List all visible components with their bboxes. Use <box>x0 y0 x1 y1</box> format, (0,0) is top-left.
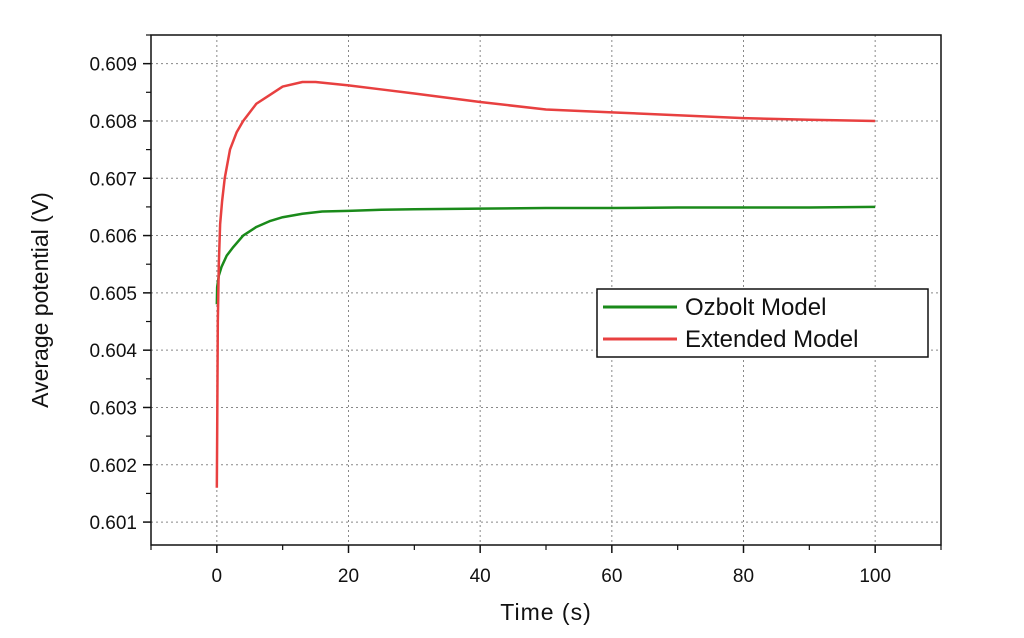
x-tick-label: 80 <box>733 566 754 587</box>
y-tick-label: 0.603 <box>89 398 137 419</box>
y-axis-title: Average potential (V) <box>27 192 53 408</box>
y-tick-label: 0.609 <box>89 55 137 76</box>
x-axis-title: Time (s) <box>500 599 591 625</box>
y-tick-label: 0.607 <box>89 169 137 190</box>
legend-box <box>596 288 929 358</box>
axes: 0 20 40 60 80 100 0.601 0.602 0.603 0.604 0.605 0.6… <box>89 34 942 587</box>
series-line-ozbolt-model <box>215 205 876 305</box>
legend-label-ozbolt-model: Ozbolt Model <box>685 294 826 321</box>
y-tick-label: 0.608 <box>89 112 137 133</box>
y-tick-label: 0.604 <box>89 341 137 362</box>
y-tick-label: 0.601 <box>89 513 137 534</box>
legend-label-extended-model: Extended Model <box>685 326 858 353</box>
y-tick-label: 0.606 <box>89 227 137 248</box>
x-tick-label: 100 <box>859 566 891 587</box>
x-tick-label: 0 <box>212 566 223 587</box>
legend: Ozbolt Model Extended Model <box>596 288 929 358</box>
series-lines <box>215 80 876 488</box>
x-tick-label: 60 <box>601 566 622 587</box>
x-tick-label: 20 <box>338 566 359 587</box>
series-line-extended-model <box>215 80 876 488</box>
x-tick-label: 40 <box>470 566 491 587</box>
y-tick-label: 0.602 <box>89 456 137 477</box>
y-tick-label: 0.605 <box>89 284 137 305</box>
